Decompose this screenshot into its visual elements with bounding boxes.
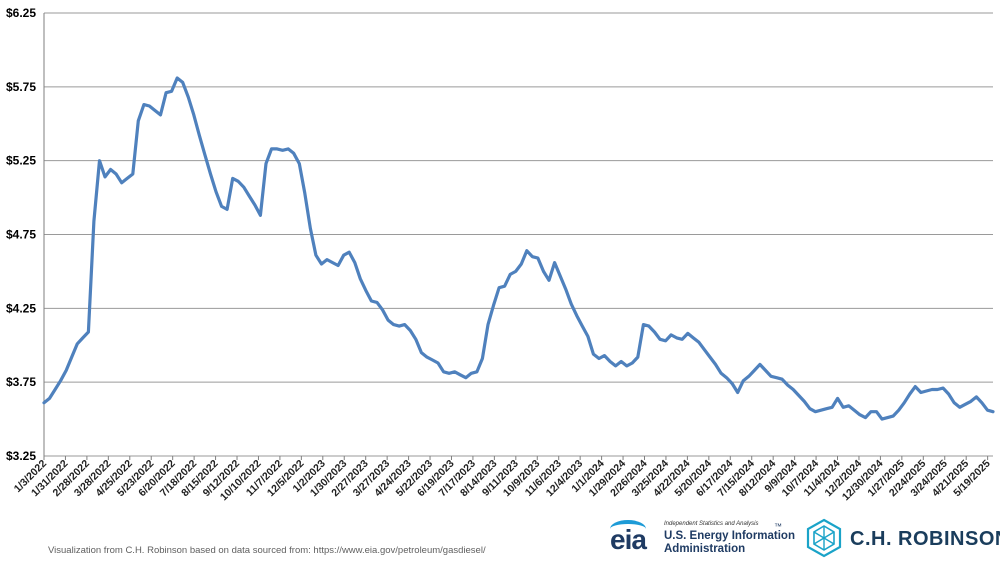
y-tick-label: $4.75 — [6, 228, 36, 242]
y-tick-label: $4.25 — [6, 301, 36, 315]
y-tick-label: $3.75 — [6, 375, 36, 389]
series-layer — [42, 76, 995, 421]
ch-robinson-logo: C.H. ROBINSON — [804, 518, 1000, 558]
y-tick-label: $5.75 — [6, 80, 36, 94]
y-axis: $3.25 $3.75 $4.25 $4.75 $5.25 $5.75 $6.25 — [6, 6, 45, 463]
eia-name-line1: U.S. Energy Information — [664, 530, 795, 542]
y-tick-label: $5.25 — [6, 154, 36, 168]
eia-logo: eia Independent Statistics and Analysis … — [608, 520, 798, 558]
eia-wordmark: eia — [610, 524, 647, 555]
eia-name: U.S. Energy Information Administration — [664, 530, 795, 556]
source-credit: Visualization from C.H. Robinson based o… — [48, 545, 486, 556]
y-tick-label: $6.25 — [6, 6, 36, 20]
ch-robinson-cube-icon — [806, 518, 842, 558]
eia-arc-icon — [610, 520, 646, 538]
eia-tagline: Independent Statistics and Analysis — [664, 521, 759, 527]
eia-name-line2: Administration — [664, 543, 746, 555]
eia-trademark: ™ — [774, 522, 782, 531]
gridlines — [44, 12, 993, 457]
y-tick-label: $3.25 — [6, 449, 36, 463]
ch-robinson-name: C.H. ROBINSON — [850, 528, 1000, 550]
diesel-price-line — [42, 76, 995, 421]
x-axis: 1/3/20221/31/20222/28/20223/28/20224/25/… — [12, 456, 993, 503]
